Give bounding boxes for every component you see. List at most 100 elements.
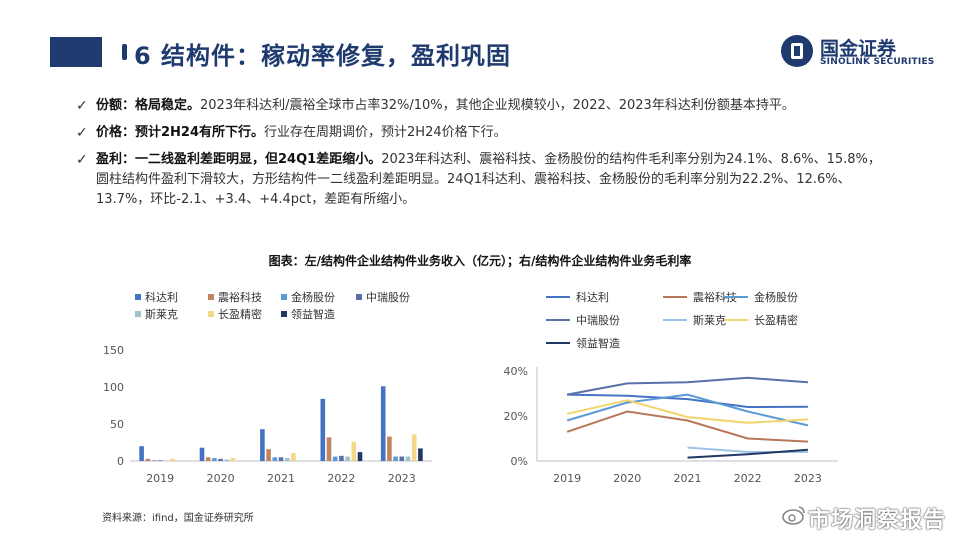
bar: [212, 458, 217, 461]
bullet-share: ✓ 份额：格局稳定。2023年科达利/震裕全球市占率32%/10%，其他企业规模…: [76, 96, 886, 116]
y-tick-label: 40%: [504, 365, 528, 378]
bar: [266, 449, 271, 461]
bar: [218, 458, 223, 461]
legend-swatch: [208, 294, 214, 300]
x-tick-label: 2021: [267, 472, 295, 485]
legend-label: 领益智造: [291, 307, 335, 321]
bar: [418, 448, 423, 461]
bullet-heading: 盈利：一二线盈利差距明显，但24Q1差距缩小。: [96, 152, 382, 167]
bar: [199, 447, 205, 461]
y-tick-label: 150: [103, 344, 124, 357]
bar: [399, 456, 405, 461]
bar: [345, 456, 350, 461]
bar: [393, 456, 398, 461]
watermark: 市场洞察报告: [782, 500, 952, 534]
legend-swatch: [281, 294, 287, 300]
legend-swatch: [281, 311, 287, 317]
x-tick-label: 2023: [388, 472, 416, 485]
x-tick-label: 2022: [327, 472, 355, 485]
legend-label: 斯莱克: [693, 314, 726, 327]
bar: [205, 457, 211, 461]
bar: [320, 398, 326, 461]
series-line: [687, 448, 808, 459]
legend-swatch: [135, 311, 141, 317]
bar: [139, 446, 144, 461]
legend-label: 斯莱克: [145, 308, 178, 321]
bar: [272, 457, 278, 461]
x-tick-label: 2022: [734, 472, 762, 485]
series-line: [567, 393, 808, 409]
logo-text-en: SINOLINK SECURITIES: [820, 57, 935, 67]
x-tick-label: 2019: [553, 472, 581, 485]
bar: [326, 437, 332, 461]
legend-label: 中瑞股份: [366, 290, 410, 304]
legend-label: 震裕科技: [218, 290, 262, 304]
bullet-list: ✓ 份额：格局稳定。2023年科达利/震裕全球市占率32%/10%，其他企业规模…: [76, 96, 886, 217]
figure-title: 图表：左/结构件企业结构件业务收入（亿元）；右/结构件企业结构件业务毛利率: [268, 254, 692, 268]
y-tick-label: 100: [103, 381, 124, 394]
legend-swatch: [135, 294, 141, 300]
series-line: [566, 393, 809, 427]
brand-logo: 国金证券 SINOLINK SECURITIES: [780, 32, 940, 70]
source-note: 资料来源：ifind，国金证券研究所: [102, 513, 254, 524]
legend-label: 震裕科技: [693, 290, 737, 304]
bullet-heading: 份额：格局稳定。: [96, 98, 201, 113]
legend-label: 科达利: [145, 290, 178, 304]
legend-label: 长盈精密: [754, 313, 798, 327]
sinolink-logo-icon: [781, 35, 813, 67]
x-tick-label: 2020: [613, 472, 641, 485]
legend-label: 金杨股份: [754, 290, 798, 304]
bar: [351, 441, 357, 461]
bar: [332, 456, 338, 461]
check-icon: ✓: [76, 152, 88, 168]
bullet-text: 2023年科达利、震裕科技、金杨股份的结构件毛利率分别为24.1%、8.6%、1…: [96, 152, 881, 207]
legend-swatch: [208, 311, 214, 317]
x-tick-label: 2020: [207, 472, 235, 485]
bar: [260, 429, 265, 461]
legend-label: 金杨股份: [291, 290, 335, 304]
legend-label: 中瑞股份: [576, 313, 620, 327]
weibo-icon: [782, 506, 805, 525]
bar: [157, 460, 163, 461]
bar: [387, 436, 392, 461]
bullet-price: ✓ 价格：预计2H24有所下行。行业存在周期调价，预计2H24价格下行。: [76, 123, 886, 143]
y-tick-label: 0%: [511, 455, 528, 468]
legend-label: 长盈精密: [218, 307, 262, 321]
series-line: [566, 376, 808, 396]
x-tick-label: 2021: [674, 472, 702, 485]
bar: [405, 456, 411, 461]
bullet-text: 2023年科达利/震裕全球市占率32%/10%，其他企业规模较小，2022、20…: [200, 98, 795, 113]
bar: [170, 458, 175, 461]
logo-text-cn: 国金证券: [820, 38, 897, 60]
series-line: [566, 399, 808, 424]
bar: [284, 458, 290, 461]
legend-label: 科达利: [576, 290, 609, 304]
y-tick-label: 0: [117, 455, 124, 468]
bar: [145, 458, 151, 461]
legend-swatch: [356, 294, 362, 300]
bar: [411, 434, 417, 461]
watermark-text: 市场洞察报告: [808, 508, 947, 533]
page-title: 6 结构件：稼动率修复，盈利巩固: [134, 42, 512, 70]
bar: [357, 452, 363, 461]
series-line: [566, 410, 808, 443]
header-accent-block: [50, 37, 102, 67]
title-marker: [122, 44, 127, 60]
bullet-heading: 价格：预计2H24有所下行。: [96, 125, 265, 140]
bar: [224, 459, 230, 461]
bar: [339, 455, 344, 461]
bar: [278, 457, 284, 461]
bar: [291, 452, 296, 461]
bullet-text: 行业存在周期调价，预计2H24价格下行。: [264, 125, 507, 140]
y-tick-label: 20%: [504, 410, 528, 423]
bar: [151, 460, 157, 461]
x-tick-label: 2019: [146, 472, 174, 485]
y-tick-label: 50: [110, 418, 124, 431]
bar: [380, 386, 386, 461]
check-icon: ✓: [76, 125, 88, 141]
bullet-profit: ✓ 盈利：一二线盈利差距明显，但24Q1差距缩小。2023年科达利、震裕科技、金…: [76, 150, 886, 210]
legend-label: 领益智造: [576, 336, 620, 350]
x-tick-label: 2023: [794, 472, 822, 485]
check-icon: ✓: [76, 98, 88, 114]
